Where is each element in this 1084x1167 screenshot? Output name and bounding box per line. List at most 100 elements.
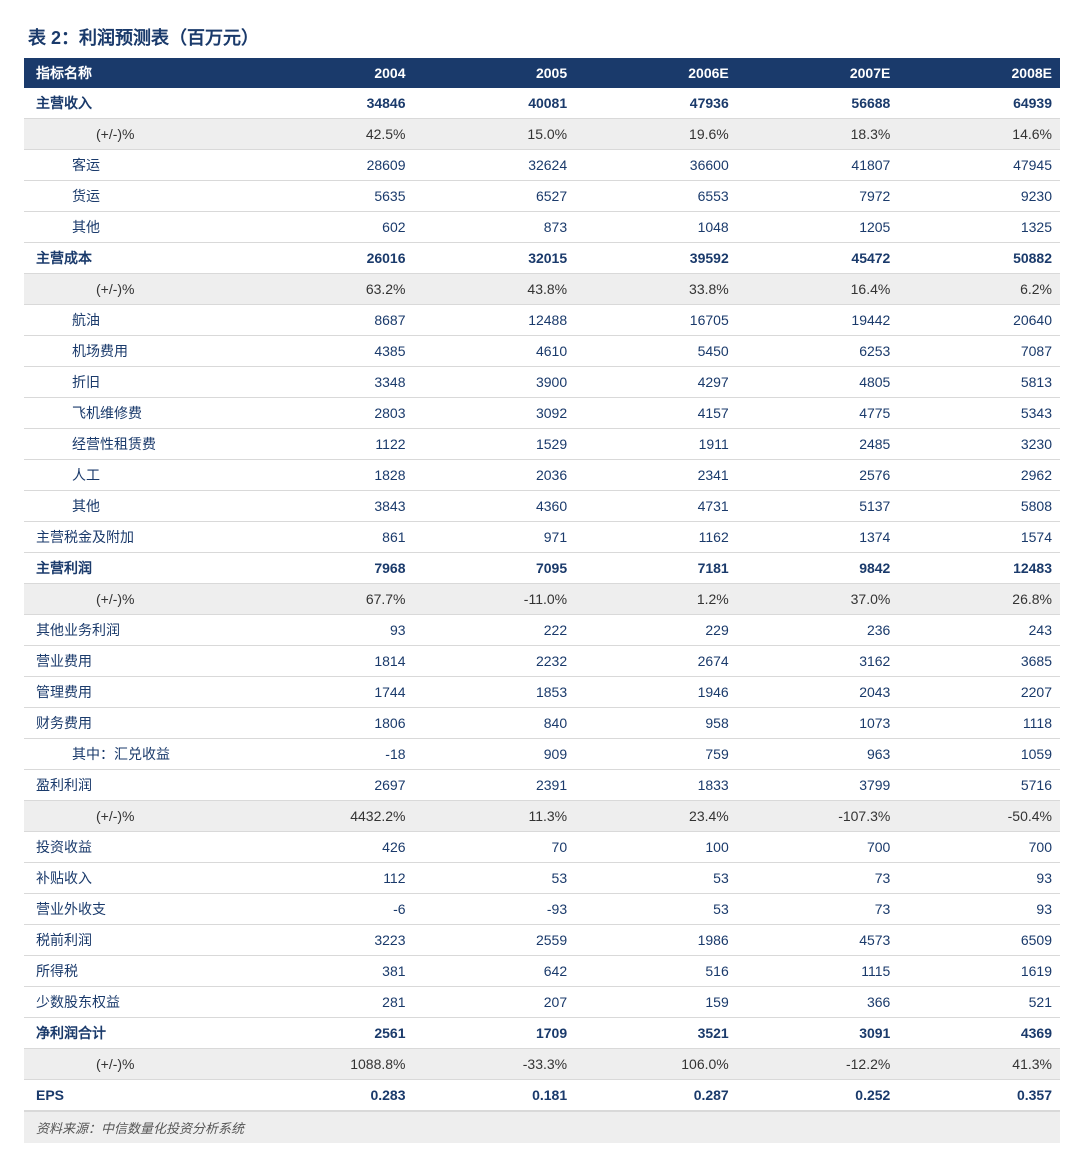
table-row: 机场费用43854610545062537087 (24, 336, 1060, 367)
row-value: 0.181 (414, 1080, 576, 1111)
row-value: 759 (575, 739, 737, 770)
row-label: 主营成本 (24, 243, 252, 274)
row-value: 7968 (252, 553, 414, 584)
row-value: 9230 (898, 181, 1060, 212)
row-value: 2803 (252, 398, 414, 429)
row-value: 2962 (898, 460, 1060, 491)
row-value: 5808 (898, 491, 1060, 522)
row-label: (+/-)% (24, 801, 252, 832)
table-row: 其他业务利润93222229236243 (24, 615, 1060, 646)
table-row: (+/-)%63.2%43.8%33.8%16.4%6.2% (24, 274, 1060, 305)
row-value: 7087 (898, 336, 1060, 367)
row-value: 7095 (414, 553, 576, 584)
row-value: 4731 (575, 491, 737, 522)
row-value: 1162 (575, 522, 737, 553)
row-value: 963 (737, 739, 899, 770)
row-value: 1059 (898, 739, 1060, 770)
table-row: 营业费用18142232267431623685 (24, 646, 1060, 677)
table-row: 管理费用17441853194620432207 (24, 677, 1060, 708)
row-value: 3092 (414, 398, 576, 429)
row-value: 23.4% (575, 801, 737, 832)
row-value: 281 (252, 987, 414, 1018)
table-row: 客运2860932624366004180747945 (24, 150, 1060, 181)
row-value: 73 (737, 863, 899, 894)
table-row: 飞机维修费28033092415747755343 (24, 398, 1060, 429)
row-value: 63.2% (252, 274, 414, 305)
table-row: 其他602873104812051325 (24, 212, 1060, 243)
row-value: 1814 (252, 646, 414, 677)
row-value: 42.5% (252, 119, 414, 150)
row-value: 0.357 (898, 1080, 1060, 1111)
row-value: 3799 (737, 770, 899, 801)
row-value: -93 (414, 894, 576, 925)
row-value: 381 (252, 956, 414, 987)
table-row: 其中：汇兑收益-189097599631059 (24, 739, 1060, 770)
row-value: 2391 (414, 770, 576, 801)
row-label: 其他 (24, 491, 252, 522)
col-header: 指标名称 (24, 58, 252, 88)
row-value: 9842 (737, 553, 899, 584)
table-row: 投资收益42670100700700 (24, 832, 1060, 863)
row-value: 7972 (737, 181, 899, 212)
row-value: 2207 (898, 677, 1060, 708)
row-value: 3685 (898, 646, 1060, 677)
table-row: 净利润合计25611709352130914369 (24, 1018, 1060, 1049)
row-value: 229 (575, 615, 737, 646)
col-header: 2007E (737, 58, 899, 88)
row-label: 税前利润 (24, 925, 252, 956)
row-value: 5635 (252, 181, 414, 212)
row-value: -50.4% (898, 801, 1060, 832)
row-value: -6 (252, 894, 414, 925)
row-value: 6509 (898, 925, 1060, 956)
row-value: 1806 (252, 708, 414, 739)
row-value: -12.2% (737, 1049, 899, 1080)
row-value: 207 (414, 987, 576, 1018)
row-value: 2043 (737, 677, 899, 708)
row-value: 2232 (414, 646, 576, 677)
row-value: 700 (898, 832, 1060, 863)
row-value: 516 (575, 956, 737, 987)
row-value: 3223 (252, 925, 414, 956)
row-value: 34846 (252, 88, 414, 119)
col-header: 2008E (898, 58, 1060, 88)
row-value: 3843 (252, 491, 414, 522)
row-value: 1986 (575, 925, 737, 956)
table-row: 航油868712488167051944220640 (24, 305, 1060, 336)
row-label: 财务费用 (24, 708, 252, 739)
row-value: 1853 (414, 677, 576, 708)
row-value: 2697 (252, 770, 414, 801)
row-value: -33.3% (414, 1049, 576, 1080)
table-row: 货运56356527655379729230 (24, 181, 1060, 212)
row-value: 1619 (898, 956, 1060, 987)
row-value: 1205 (737, 212, 899, 243)
row-value: 73 (737, 894, 899, 925)
row-value: 909 (414, 739, 576, 770)
row-value: 4432.2% (252, 801, 414, 832)
row-value: 5450 (575, 336, 737, 367)
row-value: 5137 (737, 491, 899, 522)
row-value: 1828 (252, 460, 414, 491)
row-value: 159 (575, 987, 737, 1018)
row-label: 投资收益 (24, 832, 252, 863)
row-value: 37.0% (737, 584, 899, 615)
row-value: 28609 (252, 150, 414, 181)
row-value: 1.2% (575, 584, 737, 615)
table-title: 表 2：利润预测表（百万元） (24, 24, 1060, 50)
row-value: 1529 (414, 429, 576, 460)
row-value: 19442 (737, 305, 899, 336)
row-value: 602 (252, 212, 414, 243)
row-value: 53 (575, 863, 737, 894)
row-value: 1709 (414, 1018, 576, 1049)
row-value: 1574 (898, 522, 1060, 553)
row-value: 1118 (898, 708, 1060, 739)
table-row: (+/-)%4432.2%11.3%23.4%-107.3%-50.4% (24, 801, 1060, 832)
row-value: 222 (414, 615, 576, 646)
row-value: 7181 (575, 553, 737, 584)
row-label: 经营性租赁费 (24, 429, 252, 460)
row-value: 2674 (575, 646, 737, 677)
col-header: 2005 (414, 58, 576, 88)
row-value: 14.6% (898, 119, 1060, 150)
col-header: 2006E (575, 58, 737, 88)
row-label: EPS (24, 1080, 252, 1111)
table-row: 经营性租赁费11221529191124853230 (24, 429, 1060, 460)
